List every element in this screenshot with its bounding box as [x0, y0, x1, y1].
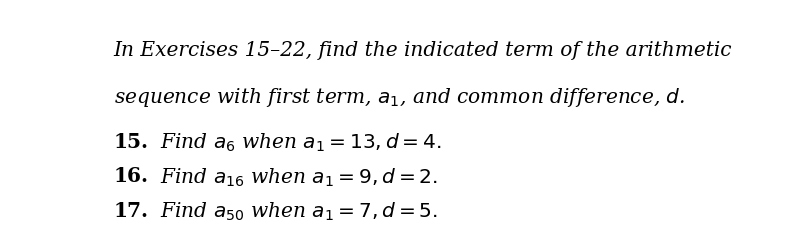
- Text: Find $a_{16}$ when $a_1 = 9, d = 2.$: Find $a_{16}$ when $a_1 = 9, d = 2.$: [154, 166, 438, 189]
- Text: Find $a_6$ when $a_1 = 13, d = 4.$: Find $a_6$ when $a_1 = 13, d = 4.$: [154, 132, 442, 154]
- Text: 15.: 15.: [114, 132, 149, 152]
- Text: Find $a_{50}$ when $a_1 = 7, d = 5.$: Find $a_{50}$ when $a_1 = 7, d = 5.$: [154, 201, 438, 223]
- Text: 17.: 17.: [114, 201, 149, 221]
- Text: 16.: 16.: [114, 166, 149, 186]
- Text: In Exercises 15–22, find the indicated term of the arithmetic: In Exercises 15–22, find the indicated t…: [114, 41, 732, 60]
- Text: sequence with first term, $a_1$, and common difference, $d$.: sequence with first term, $a_1$, and com…: [114, 86, 685, 110]
